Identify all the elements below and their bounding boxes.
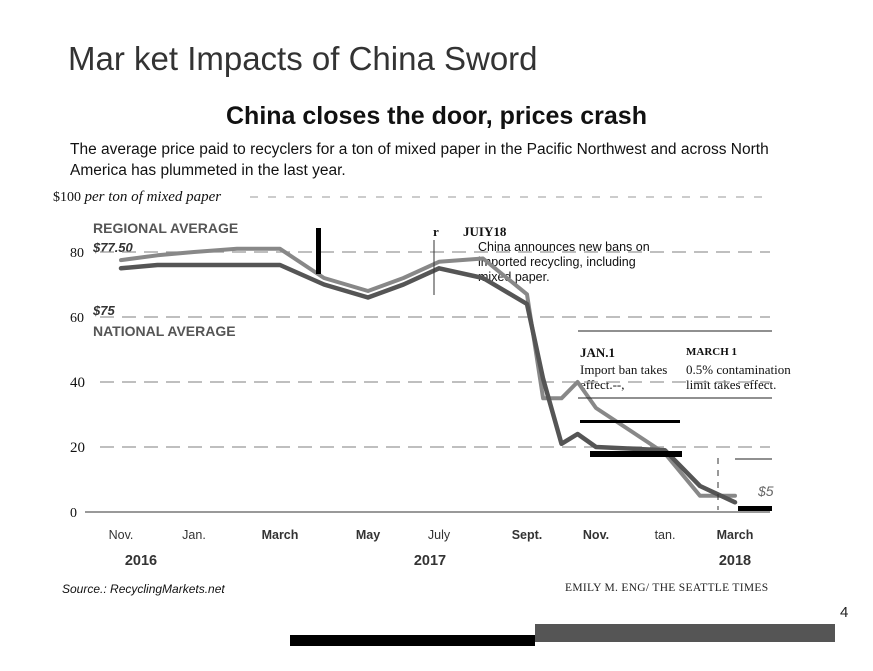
series-line-national — [118, 262, 738, 505]
x-tick-label: tan. — [655, 528, 676, 542]
annotation-march-text: 0.5% contamination limit takes effect. — [686, 362, 791, 392]
dark-bar-artifact — [580, 420, 680, 423]
y-tick-label: 20 — [70, 440, 85, 456]
legend-national-value: $75 — [93, 303, 115, 318]
end-value-label: $5 — [758, 483, 774, 499]
series-layer — [118, 246, 738, 505]
y-top-label: $100 per ton of mixed paper — [53, 189, 221, 206]
grid-layer — [100, 196, 770, 448]
y-tick-label: 40 — [70, 375, 85, 391]
x-tick-label: Sept. — [512, 528, 543, 542]
x-tick-label: Nov. — [109, 528, 134, 542]
x-tick-label: May — [356, 528, 380, 542]
annotation-jan-date: JAN.1 — [580, 345, 616, 360]
x-year-label: 2016 — [125, 553, 157, 569]
y-tick-label: 0 — [70, 506, 77, 521]
annotation-july-text: China announces new bans on imported rec… — [478, 240, 650, 284]
x-tick-label: Nov. — [583, 528, 609, 542]
annotation-jan-text: Import ban takes effect.--, — [580, 362, 668, 392]
chart-title: China closes the door, prices crash — [226, 102, 647, 130]
chart-subtitle: The average price paid to recyclers for … — [70, 141, 769, 179]
dark-bar-artifact — [316, 228, 321, 274]
scan-strip-artifact — [535, 624, 835, 642]
y-axis-label: per ton of mixed paper — [84, 189, 222, 205]
x-tick-label: July — [428, 528, 451, 542]
slide-title: Mar ket Impacts of China Sword — [68, 40, 538, 77]
y-top-value: $100 — [53, 190, 81, 205]
legend-regional-value: $77.50 — [93, 240, 133, 255]
annotation-july-date: JUIY18 — [463, 224, 507, 239]
dark-bar-artifact — [290, 635, 535, 646]
annotation-march-date: MARCH 1 — [686, 346, 738, 358]
x-tick-label: Jan. — [182, 528, 206, 542]
page-number: 4 — [840, 604, 849, 621]
x-tick-label: March — [717, 528, 754, 542]
dark-bar-artifact — [590, 451, 682, 457]
legend-regional-label: REGIONAL AVERAGE — [93, 220, 239, 236]
x-tick-label: March — [262, 528, 299, 542]
x-year-label: 2017 — [414, 553, 446, 569]
axis-layer: 0 20 40 60 80 Nov. Jan. March May July Sept. Nov. ta… — [70, 246, 770, 569]
decor-layer — [290, 228, 835, 646]
x-year-label: 2018 — [719, 553, 751, 569]
dark-bar-artifact — [738, 506, 772, 511]
y-tick-label: 80 — [70, 246, 84, 261]
y-tick-label: 60 — [70, 311, 84, 326]
credit-note: EMILY M. ENG/ THE SEATTLE TIMES — [565, 582, 769, 594]
series-line-regional — [119, 246, 737, 498]
source-note: Source.: RecyclingMarkets.net — [62, 582, 225, 596]
legend-national-label: NATIONAL AVERAGE — [93, 323, 236, 339]
annotation-july-marker: r — [433, 224, 439, 239]
